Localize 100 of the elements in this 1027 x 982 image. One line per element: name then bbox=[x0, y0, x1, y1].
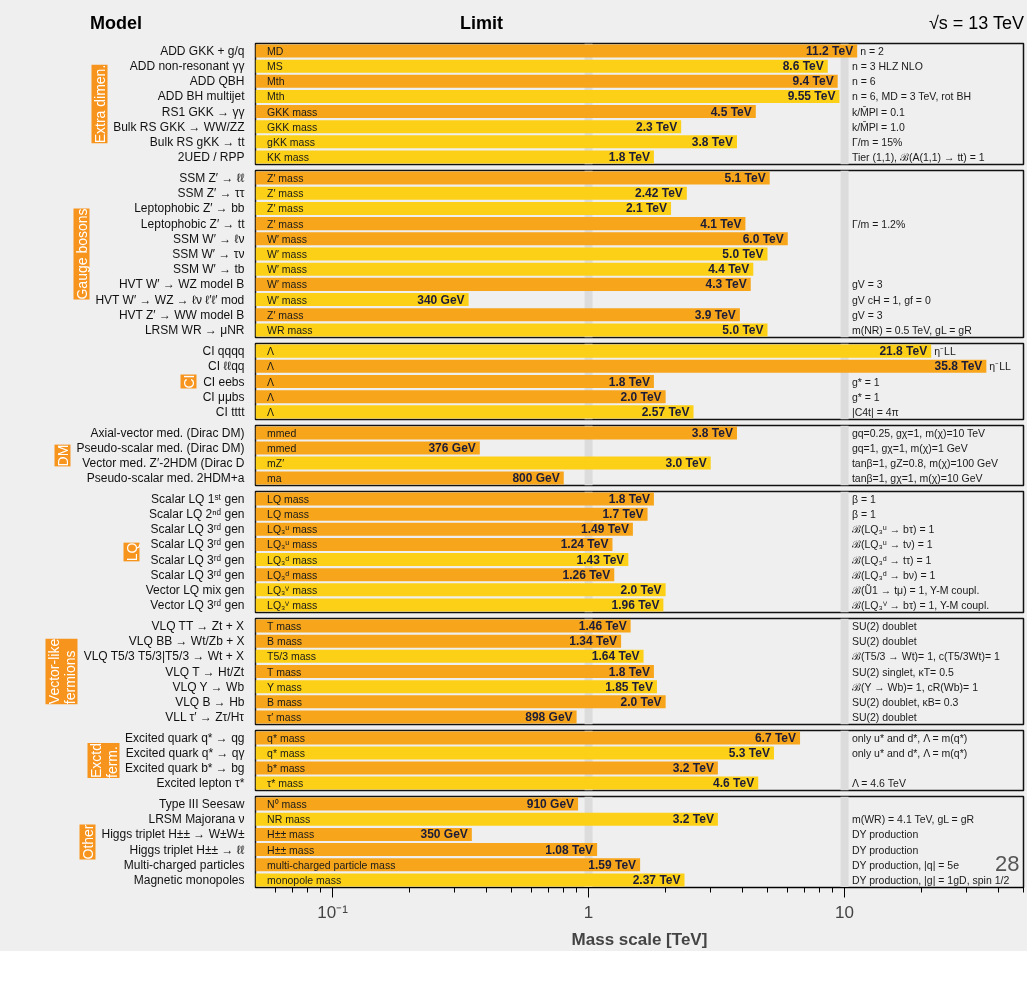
annotation: n = 3 HLZ NLO bbox=[851, 60, 923, 73]
annotation: g* = 1 bbox=[851, 390, 880, 403]
annotation: q* mass bbox=[267, 732, 305, 744]
annotation: Mth bbox=[267, 75, 285, 88]
annotation: b* mass bbox=[267, 762, 305, 774]
annotation: gV = 3 bbox=[851, 308, 883, 321]
data-label: 6.7 TeV bbox=[754, 731, 797, 745]
data-label: 1.96 TeV bbox=[611, 597, 660, 612]
annotation: Z′ mass bbox=[267, 308, 304, 321]
annotation: β = 1 bbox=[851, 508, 876, 521]
annotation: SU(2) doublet bbox=[851, 635, 917, 648]
y-tick-label: Scalar LQ 1ˢᵗ gen bbox=[151, 492, 245, 507]
x-tick-label: 10 bbox=[835, 902, 855, 922]
annotation: m(NR) = 0.5 TeV, gL = gR bbox=[851, 323, 973, 336]
y-tick-label: Bulk RS gKK → tt bbox=[149, 134, 246, 149]
data-label: 3.8 TeV bbox=[691, 426, 733, 440]
annotation: Λ = 4.6 TeV bbox=[851, 777, 906, 789]
annotation: Λ bbox=[267, 390, 275, 403]
data-label: 6.0 TeV bbox=[742, 231, 784, 246]
annotation: LQ₃ᵈ mass bbox=[267, 553, 318, 566]
annotation: ℬ(T5/3 → Wt)= 1, c(T5/3Wt)= 1 bbox=[851, 650, 1000, 663]
data-label: 3.2 TeV bbox=[672, 812, 714, 827]
y-tick-label: VLQ T5/3 T5/3|T5/3 → Wt + X bbox=[83, 649, 245, 664]
data-label: 4.3 TeV bbox=[705, 277, 747, 292]
y-tick-label: ADD non-resonant γγ bbox=[129, 59, 245, 74]
data-label: 4.1 TeV bbox=[700, 216, 742, 231]
y-tick-label: Excited quark q* → qg bbox=[125, 731, 245, 745]
data-label: 11.2 TeV bbox=[806, 44, 854, 59]
annotation: W′ mass bbox=[267, 293, 307, 306]
annotation: Λ bbox=[267, 345, 275, 358]
y-tick-label: LRSM Majorana ν bbox=[148, 812, 245, 827]
data-label: 9.4 TeV bbox=[792, 74, 834, 89]
x-tick-label: 1 bbox=[583, 902, 594, 922]
annotation: SU(2) singlet, κT= 0.5 bbox=[851, 665, 954, 678]
y-tick-label: VLQ T → Ht/Zt bbox=[165, 664, 245, 679]
annotation: gV cH = 1, gf = 0 bbox=[851, 293, 931, 306]
annotation: MS bbox=[267, 60, 283, 73]
text: Model bbox=[90, 12, 142, 35]
annotation: Λ bbox=[267, 405, 275, 418]
annotation: LQ₃ᵈ mass bbox=[267, 568, 318, 581]
y-tick-label: RS1 GKK → γγ bbox=[161, 104, 245, 119]
y-tick-label: Leptophobic Z′ → bb bbox=[134, 201, 245, 216]
annotation: Tier (1,1), ℬ(A(1,1) → tt) = 1 bbox=[851, 150, 985, 163]
text: Limit bbox=[460, 12, 503, 35]
y-tick-label: Bulk RS GKK → WW/ZZ bbox=[113, 119, 245, 134]
annotation: tanβ=1, gχ=1, m(χ)=10 GeV bbox=[851, 472, 983, 484]
annotation: only u* and d*, Λ = m(q*) bbox=[851, 747, 968, 759]
y-tick-label: Higgs triplet H±± → W±W± bbox=[101, 827, 245, 842]
data-label: 2.3 TeV bbox=[636, 119, 678, 134]
annotation: W′ mass bbox=[267, 278, 307, 291]
annotation: mmed bbox=[267, 427, 297, 439]
data-label: 1.85 TeV bbox=[605, 679, 653, 694]
annotation: ℬ(LQ₃ᵘ → tν) = 1 bbox=[851, 538, 933, 551]
data-label: 5.0 TeV bbox=[722, 322, 764, 337]
annotation: η⁻LL bbox=[989, 360, 1012, 373]
y-tick-label: ADD QBH bbox=[189, 74, 245, 89]
annotation: 350 GeV bbox=[420, 827, 468, 842]
text: Extra dimen. bbox=[91, 64, 108, 144]
annotation: Λ bbox=[267, 360, 275, 373]
data-label: 1.26 TeV bbox=[562, 567, 611, 582]
y-tick-label: Magnetic monopoles bbox=[133, 872, 245, 887]
y-tick-label: VLQ Y → Wb bbox=[172, 679, 245, 694]
y-tick-label: Vector LQ 3ʳᵈ gen bbox=[150, 597, 245, 612]
data-label: 2.37 TeV bbox=[632, 872, 681, 887]
annotation: LQ mass bbox=[267, 508, 310, 521]
data-label: 5.1 TeV bbox=[724, 171, 766, 186]
data-label: 1.8 TeV bbox=[608, 374, 650, 389]
annotation: gKK mass bbox=[267, 135, 315, 148]
text: Gauge bosons bbox=[73, 208, 90, 300]
y-tick-label: HVT W′ → WZ model B bbox=[118, 277, 245, 292]
text: DM bbox=[54, 444, 71, 467]
annotation: NR mass bbox=[267, 813, 311, 826]
annotation: DY production, |g| = 1gD, spin 1/2 bbox=[851, 873, 1010, 886]
y-tick-label: HVT W′ → WZ → ℓν ℓ′ℓ′ mod bbox=[95, 292, 245, 307]
y-tick-label: Leptophobic Z′ → tt bbox=[140, 216, 246, 231]
y-tick-label: Multi-charged particles bbox=[123, 857, 245, 872]
y-tick-label: Scalar LQ 3ʳᵈ gen bbox=[150, 552, 245, 567]
annotation: Z′ mass bbox=[267, 217, 304, 230]
annotation: LQ mass bbox=[267, 493, 310, 506]
data-label: 4.5 TeV bbox=[710, 104, 752, 119]
annotation: m(WR) = 4.1 TeV, gL = gR bbox=[851, 813, 975, 826]
text: Exctd ferm. bbox=[87, 742, 120, 779]
annotation: SU(2) doublet, κB= 0.3 bbox=[851, 695, 959, 708]
data-label: 9.55 TeV bbox=[787, 89, 836, 104]
y-tick-label: Scalar LQ 3ʳᵈ gen bbox=[150, 522, 245, 537]
data-label: 1.7 TeV bbox=[602, 507, 644, 522]
x-tick-label: 10⁻¹ bbox=[317, 902, 349, 922]
annotation: B mass bbox=[267, 695, 303, 708]
y-tick-label: Excited quark q* → qγ bbox=[125, 746, 245, 760]
annotation: Z′ mass bbox=[267, 187, 304, 200]
annotation: 898 GeV bbox=[525, 709, 573, 724]
annotation: ℬ(LQ₃ⱽ → bτ) = 1, Y-M coupl. bbox=[851, 598, 990, 611]
data-label: 2.0 TeV bbox=[620, 694, 662, 709]
y-tick-label: HVT Z′ → WW model B bbox=[118, 307, 245, 322]
annotation: ℬ(LQ₃ᵈ → tτ) = 1 bbox=[851, 553, 932, 566]
annotation: n = 6, MD = 3 TeV, rot BH bbox=[851, 90, 971, 103]
annotation: DY production, |q| = 5e bbox=[851, 858, 960, 871]
y-tick-label: VLQ B → Hb bbox=[175, 694, 245, 709]
y-tick-label: SSM W′ → τν bbox=[172, 247, 245, 261]
x-axis-title: Mass scale [TeV] bbox=[571, 929, 708, 949]
